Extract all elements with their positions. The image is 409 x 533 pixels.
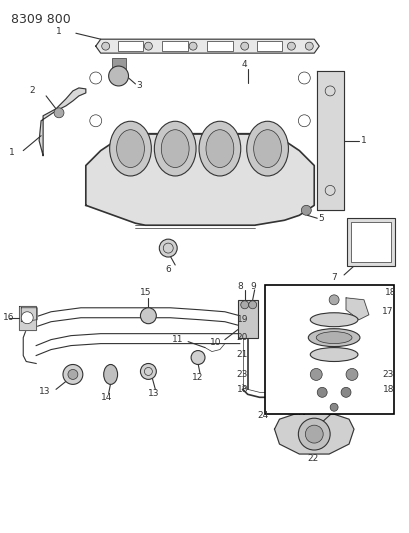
Ellipse shape [310,313,357,327]
Circle shape [301,205,310,215]
Text: 13: 13 [39,387,50,396]
Polygon shape [345,298,368,320]
Text: 1: 1 [56,27,62,36]
Bar [111,58,125,76]
Circle shape [240,301,248,309]
Circle shape [329,403,337,411]
Polygon shape [85,134,313,225]
Text: 18: 18 [384,288,396,297]
Text: 2: 2 [29,86,35,95]
Circle shape [345,368,357,381]
Text: 3: 3 [136,82,142,91]
Text: 23: 23 [236,370,247,379]
Circle shape [298,418,329,450]
Circle shape [240,42,248,50]
Text: 5: 5 [317,214,323,223]
Text: 16: 16 [3,313,15,322]
Polygon shape [19,306,36,330]
Text: 20: 20 [236,333,247,342]
Ellipse shape [116,130,144,167]
Ellipse shape [205,130,233,167]
Ellipse shape [103,365,117,384]
Circle shape [287,42,294,50]
Circle shape [68,369,78,379]
Circle shape [328,295,338,305]
Ellipse shape [246,122,288,176]
Circle shape [54,108,64,118]
Circle shape [140,308,156,324]
Circle shape [140,364,156,379]
Text: 8309 800: 8309 800 [11,13,71,26]
Ellipse shape [154,122,196,176]
Text: 12: 12 [192,373,203,382]
Text: 13: 13 [148,389,160,398]
Circle shape [101,42,109,50]
Text: 11: 11 [172,335,183,344]
Text: 6: 6 [165,265,171,274]
Ellipse shape [109,122,151,176]
Text: 19: 19 [236,315,248,324]
Ellipse shape [308,329,359,346]
Polygon shape [39,88,85,156]
Text: 15: 15 [140,288,152,297]
Ellipse shape [315,332,351,344]
Text: 18: 18 [236,385,248,394]
Circle shape [21,312,33,324]
Ellipse shape [198,122,240,176]
Text: 18: 18 [382,385,393,394]
Text: 1: 1 [360,136,366,145]
Text: 1: 1 [9,148,15,157]
Text: 17: 17 [381,307,392,316]
Text: 14: 14 [101,393,112,402]
Circle shape [305,425,322,443]
Text: 23: 23 [382,370,393,379]
Circle shape [108,66,128,86]
Bar [162,41,188,51]
Text: 8: 8 [237,282,243,292]
Text: 24: 24 [257,411,268,419]
Text: 4: 4 [241,60,247,69]
Circle shape [189,42,197,50]
Circle shape [159,239,177,257]
Circle shape [317,387,326,397]
Circle shape [340,387,350,397]
Circle shape [310,368,321,381]
Ellipse shape [253,130,281,167]
Bar [207,41,232,51]
Polygon shape [96,39,319,53]
Ellipse shape [161,130,189,167]
Text: 21: 21 [236,350,247,359]
Polygon shape [274,412,353,454]
Text: 22: 22 [307,455,318,464]
Text: 7: 7 [330,273,336,282]
Bar [237,300,257,337]
Bar [256,41,282,51]
Circle shape [144,42,152,50]
Polygon shape [21,308,37,322]
Bar [117,41,143,51]
Bar [350,222,390,262]
Circle shape [248,301,256,309]
Circle shape [305,42,312,50]
Text: 10: 10 [209,338,221,347]
Ellipse shape [310,348,357,361]
Circle shape [63,365,83,384]
Bar [264,285,393,414]
Bar [346,218,394,266]
Polygon shape [317,71,343,211]
Text: 9: 9 [250,282,256,292]
Circle shape [191,351,204,365]
